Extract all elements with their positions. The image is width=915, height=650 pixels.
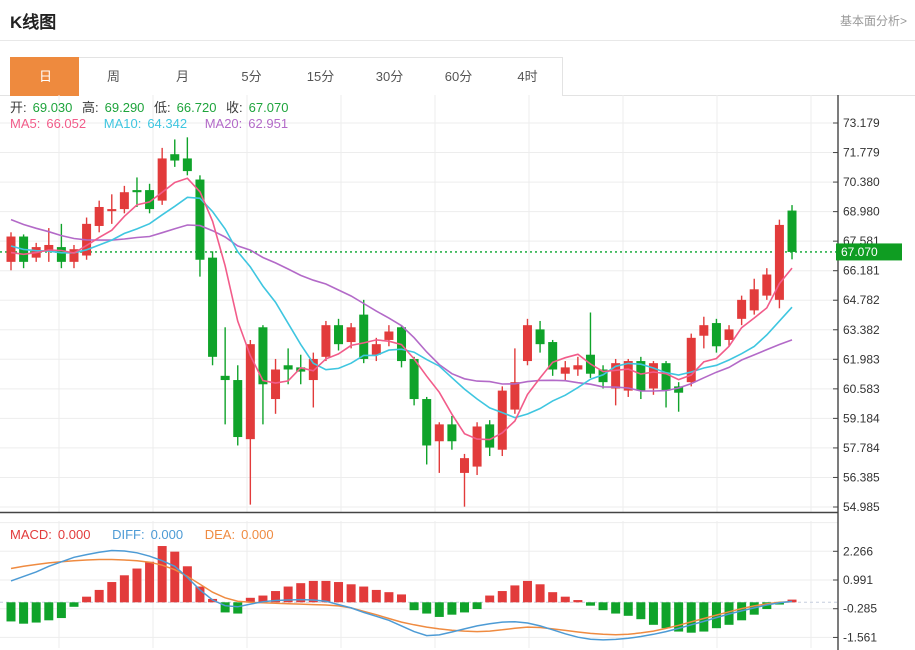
- macd-histogram: [0, 546, 838, 633]
- diff-value: 0.000: [150, 527, 184, 542]
- dea-label: DEA:: [204, 527, 236, 542]
- axis-tick-label: -0.285: [843, 602, 877, 616]
- axis-tick-label: 70.380: [843, 175, 880, 189]
- ohlc-readout: 开: 69.030 高: 69.290 低: 66.720 收: 67.070: [10, 97, 294, 116]
- close-value: 67.070: [248, 100, 289, 115]
- ma5-value: 66.052: [46, 116, 87, 131]
- gridlines: [0, 95, 838, 648]
- axis-tick-label: 54.985: [843, 500, 880, 514]
- axis-tick-label: 61.983: [843, 352, 880, 366]
- page-title: K线图: [10, 13, 57, 32]
- tab-15min[interactable]: 15分: [286, 57, 356, 96]
- candles-layer: [6, 137, 797, 507]
- macd-value: 0.000: [57, 527, 91, 542]
- low-value: 66.720: [176, 100, 217, 115]
- axis-tick-label: -1.561: [843, 630, 877, 644]
- axis-tick-label: 56.385: [843, 470, 880, 484]
- current-price-badge: [836, 243, 902, 261]
- axis-tick-label: 57.784: [843, 441, 880, 455]
- tab-5min[interactable]: 5分: [217, 57, 287, 96]
- macd-lines: [10, 549, 793, 641]
- tab-30min[interactable]: 30分: [355, 57, 425, 96]
- tab-week[interactable]: 周: [79, 57, 149, 96]
- current-price-badge-label: 67.070: [841, 245, 878, 259]
- axis-tick-label: 60.583: [843, 382, 880, 396]
- axis-tick-label: 59.184: [843, 411, 880, 425]
- ma10-line: [10, 196, 793, 419]
- ma20-label: MA20:: [204, 116, 243, 131]
- axis-tick-label: 71.779: [843, 146, 880, 160]
- diff-line: [10, 549, 793, 641]
- ma-readout: MA5: 66.052 MA10: 64.342 MA20: 62.951: [10, 116, 294, 131]
- axis-tick-label: 66.181: [843, 264, 880, 278]
- ma-lines: [10, 177, 793, 441]
- low-label: 低:: [154, 100, 171, 115]
- tab-day[interactable]: 日: [10, 57, 81, 96]
- high-label: 高:: [82, 100, 99, 115]
- header-divider: [0, 40, 915, 41]
- interval-tabbar: 日 周 月 5分 15分 30分 60分 4时: [0, 57, 915, 96]
- diff-label: DIFF:: [112, 527, 145, 542]
- macd-readout: MACD: 0.000 DIFF: 0.000 DEA: 0.000: [10, 527, 280, 542]
- ma10-label: MA10:: [103, 116, 142, 131]
- open-label: 开:: [10, 100, 27, 115]
- axes: 73.17971.77970.38068.98067.58166.18164.7…: [0, 95, 902, 650]
- close-label: 收:: [226, 100, 243, 115]
- dea-line: [10, 558, 793, 636]
- macd-label: MACD:: [10, 527, 52, 542]
- axis-tick-label: 0.991: [843, 573, 873, 587]
- tab-60min[interactable]: 60分: [424, 57, 494, 96]
- ma10-value: 64.342: [147, 116, 188, 131]
- tab-4hour[interactable]: 4时: [493, 57, 563, 96]
- axis-tick-label: 2.266: [843, 544, 873, 558]
- dea-value: 0.000: [241, 527, 274, 542]
- ma20-value: 62.951: [248, 116, 289, 131]
- fundamental-analysis-link[interactable]: 基本面分析>: [839, 14, 907, 28]
- ma5-label: MA5:: [10, 116, 41, 131]
- axis-tick-label: 73.179: [843, 116, 880, 130]
- high-value: 69.290: [104, 100, 145, 115]
- axis-tick-label: 68.980: [843, 205, 880, 219]
- axis-tick-label: 64.782: [843, 293, 880, 307]
- axis-tick-label: 63.382: [843, 323, 880, 337]
- ma5-line: [10, 177, 793, 441]
- ma20-line: [10, 218, 793, 392]
- open-value: 69.030: [32, 100, 73, 115]
